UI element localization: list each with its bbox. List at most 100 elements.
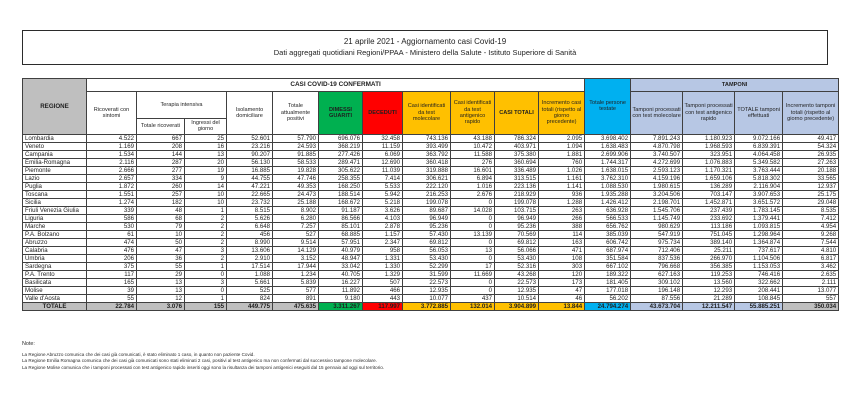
cell-incremento-casi-totali: 120 <box>537 269 586 279</box>
cell-ricoverati-con-sintomi: 2.116 <box>86 157 137 167</box>
cell-totale-attualmente-positivi: 14.129 <box>272 245 319 255</box>
table-row: P.A. Trento 117 29 0 1.088 1.234 40.705 1.329 31… <box>22 269 840 279</box>
cell-totale-tamponi: 3.651.572 <box>734 197 784 207</box>
cell-tamponi-test-molecolare: 547.919 <box>630 229 684 239</box>
cell-deceduti: 2.878 <box>362 221 403 231</box>
cell-tamponi-test-antigenico: 12.293 <box>682 285 736 295</box>
cell-ingressi-del-giorno: 25 <box>184 133 227 143</box>
cell-incremento-tamponi: 33.565 <box>782 173 840 183</box>
cell-totale-persone-testate: 3.762.310 <box>584 173 632 183</box>
cell-totale-ricoverati: 144 <box>136 149 185 159</box>
cell-incremento-tamponi: 4.954 <box>782 221 840 231</box>
cell-ingressi-del-giorno: 20 <box>184 157 227 167</box>
cell-isolamento-domiciliare: 456 <box>226 229 273 239</box>
cell-casi-totali: 12.935 <box>494 285 539 295</box>
notes-title: Note: <box>22 340 35 347</box>
region-name: Valle d'Aosta <box>22 293 87 303</box>
cell-tamponi-test-molecolare: 3.204.506 <box>630 189 684 199</box>
cell-isolamento-domiciliare: 5.661 <box>226 277 273 287</box>
cell-tamponi-test-antigenico: 136.289 <box>682 181 736 191</box>
cell-ingressi-del-giorno: 2 <box>184 253 227 263</box>
column-header-totale-persone-testate: Totale persone testate <box>584 78 632 135</box>
cell-dimessi-guariti: 91.187 <box>318 205 363 215</box>
cell-isolamento-domiciliare: 8.515 <box>226 205 273 215</box>
cell-tamponi-test-molecolare: 975.734 <box>630 237 684 247</box>
cell-ingressi-del-giorno: 14 <box>184 181 227 191</box>
cell-ricoverati-con-sintomi: 586 <box>86 213 137 223</box>
cell-ingressi-del-giorno: 3 <box>184 245 227 255</box>
cell-casi-test-antigenico: 11.669 <box>450 269 495 279</box>
cell-deceduti: 11.039 <box>362 165 403 175</box>
cell-casi-test-molecolare: 22.573 <box>402 277 451 287</box>
cell-totale-attualmente-positivi: 57.790 <box>272 133 319 143</box>
cell-totale-persone-testate: 3.698.402 <box>584 133 632 143</box>
cell-totale-tamponi: 746.416 <box>734 269 784 279</box>
cell-totale-tamponi: 108.845 <box>734 293 784 303</box>
table-row: Abruzzo 474 50 2 8.990 9.514 57.951 2.347 69.812… <box>22 237 840 247</box>
cell-isolamento-domiciliare: 13.606 <box>226 245 273 255</box>
cell-tamponi-test-molecolare: 1.545.706 <box>630 205 684 215</box>
region-name: Sicilia <box>22 197 87 207</box>
cell-totale-ricoverati: 13 <box>136 285 185 295</box>
note-line: La Regione Molise comunica che i tamponi… <box>22 364 385 370</box>
cell-casi-totali: 95.236 <box>494 221 539 231</box>
column-group-terapia-intensiva: Terapia intensiva <box>136 91 227 119</box>
cell-isolamento-domiciliare: 90.207 <box>226 149 273 159</box>
column-header-incremento-tamponi: Incremento tamponi totali (rispetto al g… <box>782 91 840 135</box>
table-row: Lombardia 4.522 667 25 52.601 57.790 696.076 32… <box>22 133 840 143</box>
cell-isolamento-domiciliare: 8.990 <box>226 237 273 247</box>
cell-totale-attualmente-positivi: 47.746 <box>272 173 319 183</box>
cell-tamponi-test-molecolare: 980.629 <box>630 221 684 231</box>
cell-tamponi-test-molecolare: 2.198.701 <box>630 197 684 207</box>
table-row: Lazio 2.657 334 9 44.755 47.746 258.355 7.414 30… <box>22 173 840 183</box>
cell-casi-test-molecolare: 89.687 <box>402 205 451 215</box>
cell-casi-test-antigenico: 43.188 <box>450 133 495 143</box>
cell-isolamento-domiciliare: 2.910 <box>226 253 273 263</box>
cell-casi-test-antigenico: 437 <box>450 293 495 303</box>
cell-totale-ricoverati: 277 <box>136 165 185 175</box>
cell-tamponi-test-antigenico: 113.186 <box>682 221 736 231</box>
cell-incremento-tamponi: 13.077 <box>782 285 840 295</box>
cell-totale-attualmente-positivi: 891 <box>272 293 319 303</box>
cell-totale-persone-testate: 56.202 <box>584 293 632 303</box>
cell-deceduti: 6.069 <box>362 149 403 159</box>
cell-casi-test-molecolare: 393.499 <box>402 141 451 151</box>
cell-totale-persone-testate: 24.794.274 <box>584 301 632 311</box>
cell-dimessi-guariti: 258.355 <box>318 173 363 183</box>
cell-totale-persone-testate: 566.533 <box>584 213 632 223</box>
cell-incremento-tamponi: 350.034 <box>782 301 840 311</box>
region-name: P.A. Trento <box>22 269 87 279</box>
cell-casi-totali: 10.514 <box>494 293 539 303</box>
cell-tamponi-test-antigenico: 119.253 <box>682 269 736 279</box>
cell-ricoverati-con-sintomi: 4.522 <box>86 133 137 143</box>
cell-totale-persone-testate: 1.426.412 <box>584 197 632 207</box>
cell-isolamento-domiciliare: 525 <box>226 285 273 295</box>
cell-casi-test-antigenico: 0 <box>450 253 495 263</box>
cell-totale-tamponi: 6.839.391 <box>734 141 784 151</box>
cell-casi-test-antigenico: 1.016 <box>450 181 495 191</box>
cell-isolamento-domiciliare: 5.626 <box>226 213 273 223</box>
cell-totale-ricoverati: 208 <box>136 141 185 151</box>
cell-ingressi-del-giorno: 1 <box>184 261 227 271</box>
cell-tamponi-test-molecolare: 4.870.798 <box>630 141 684 151</box>
cell-deceduti: 1.157 <box>362 229 403 239</box>
cell-totale-persone-testate: 1.638.483 <box>584 141 632 151</box>
cell-totale-attualmente-positivi: 475.635 <box>272 301 319 311</box>
cell-casi-test-molecolare: 360.418 <box>402 157 451 167</box>
cell-tamponi-test-antigenico: 233.692 <box>682 213 736 223</box>
cell-isolamento-domiciliare: 6.648 <box>226 221 273 231</box>
cell-casi-test-molecolare: 95.236 <box>402 221 451 231</box>
cell-ricoverati-con-sintomi: 206 <box>86 253 137 263</box>
cell-tamponi-test-antigenico: 21.289 <box>682 293 736 303</box>
cell-totale-ricoverati: 182 <box>136 197 185 207</box>
band-casi-confermati: CASI COVID-19 CONFERMATI <box>85 78 586 92</box>
cell-totale-attualmente-positivi: 9.514 <box>272 237 319 247</box>
cell-casi-test-molecolare: 199.078 <box>402 197 451 207</box>
cell-isolamento-domiciliare: 17.514 <box>226 261 273 271</box>
cell-ricoverati-con-sintomi: 22.784 <box>86 301 137 311</box>
cell-incremento-casi-totali: 388 <box>537 221 586 231</box>
cell-totale-attualmente-positivi: 577 <box>272 285 319 295</box>
cell-incremento-tamponi: 29.048 <box>782 197 840 207</box>
note-line: La Regione Emilia Romagna comunica che d… <box>22 358 377 364</box>
